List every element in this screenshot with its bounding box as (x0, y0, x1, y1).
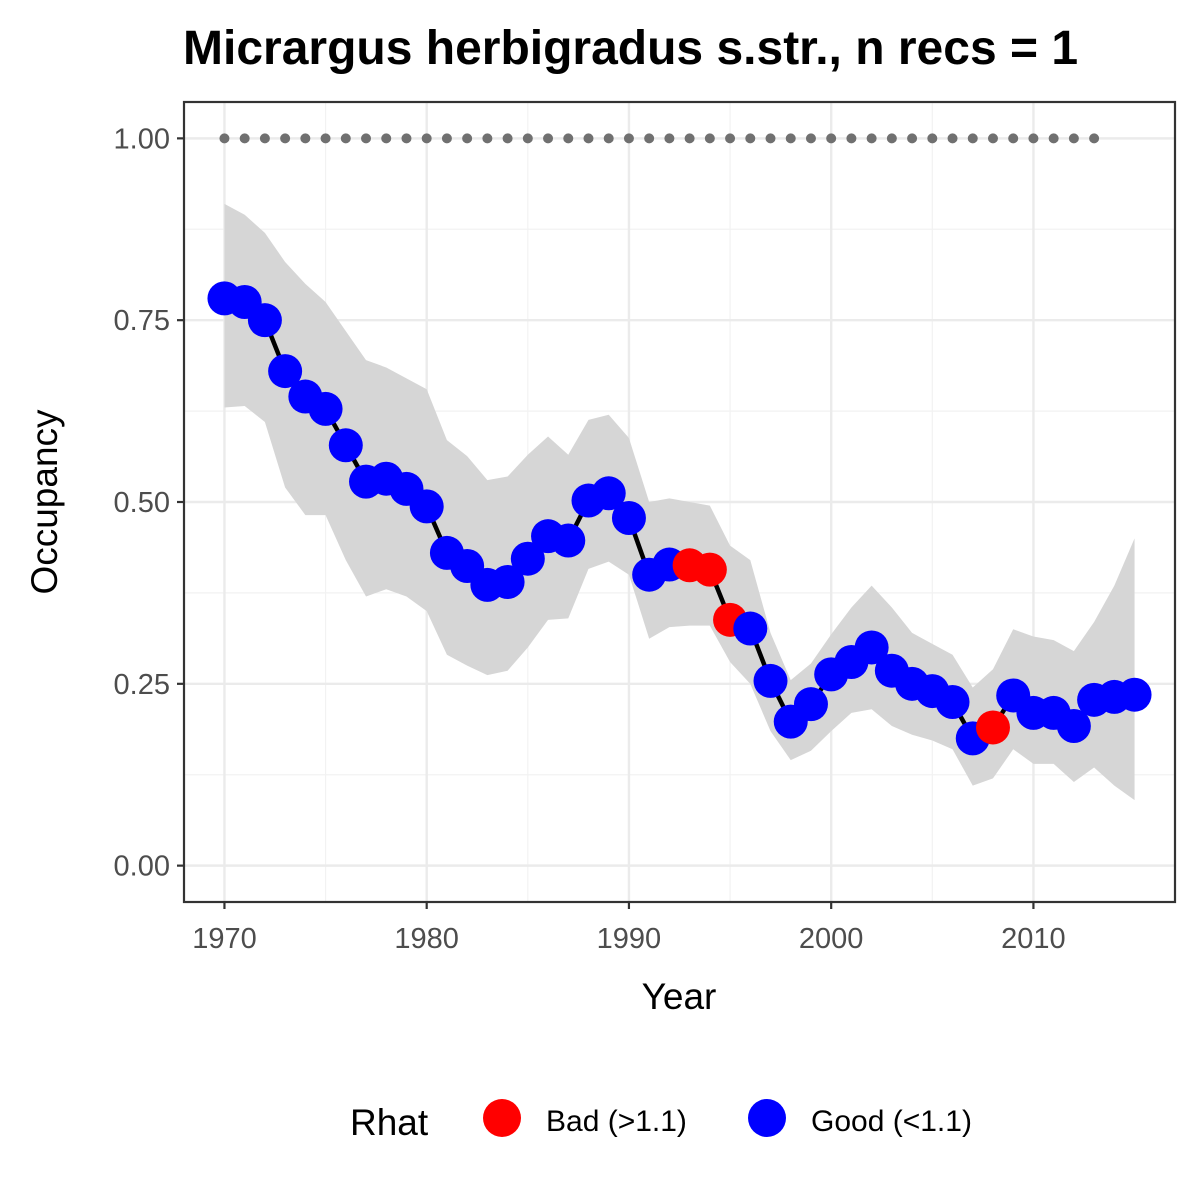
record-dot (765, 133, 776, 144)
record-dot (1089, 133, 1100, 144)
record-dot (462, 133, 473, 144)
record-dot (219, 133, 230, 144)
x-tick-label: 2010 (1001, 923, 1066, 955)
record-dot (401, 133, 412, 144)
x-tick-label: 1990 (597, 923, 662, 955)
record-dot (947, 133, 958, 144)
data-point-good (1056, 709, 1091, 743)
record-dot (1028, 133, 1039, 144)
y-tick-label: 0.50 (114, 487, 170, 519)
x-tick-label: 1980 (394, 923, 459, 955)
data-point-good (328, 428, 363, 463)
y-tick-label: 0.25 (114, 669, 170, 701)
y-axis-title: Occupancy (24, 409, 65, 595)
record-dot (684, 133, 695, 144)
data-point-good (551, 523, 586, 558)
data-point-bad (692, 552, 727, 587)
data-point-good (308, 391, 343, 426)
confidence-ribbon-layer (224, 203, 1135, 801)
record-dot (1008, 133, 1019, 144)
legend-title: Rhat (350, 1102, 429, 1143)
record-dot (967, 133, 978, 144)
data-point-good (591, 476, 626, 511)
record-dot (745, 133, 756, 144)
record-dot (907, 133, 918, 144)
record-dot (826, 133, 837, 144)
data-point-good (854, 630, 889, 665)
record-dot (927, 133, 938, 144)
record-dot (725, 133, 736, 144)
x-tick-label: 2000 (799, 923, 864, 955)
data-point-good (409, 489, 444, 524)
record-dot (987, 133, 998, 144)
record-dot (664, 133, 675, 144)
record-dot (603, 133, 614, 144)
y-axis: 0.00 0.25 0.50 0.75 1.00 (114, 123, 184, 883)
confidence-ribbon (224, 203, 1135, 801)
record-dot (502, 133, 513, 144)
legend: Rhat Bad (>1.1) Good (<1.1) (350, 1099, 972, 1143)
y-tick-label: 0.00 (114, 851, 170, 883)
data-points-layer (207, 281, 1152, 756)
record-dot (543, 133, 554, 144)
data-point-good (733, 611, 768, 646)
record-dot (421, 133, 432, 144)
legend-bad-marker (483, 1099, 521, 1137)
x-axis-title: Year (642, 976, 717, 1017)
record-dot (381, 133, 392, 144)
y-tick-label: 1.00 (114, 123, 170, 155)
record-dot (320, 133, 331, 144)
legend-bad-label: Bad (>1.1) (546, 1105, 687, 1138)
data-point-good (935, 685, 970, 719)
data-point-bad (975, 710, 1010, 745)
record-dot (239, 133, 250, 144)
record-dot (623, 133, 634, 144)
data-point-good (753, 663, 788, 698)
record-dot (805, 133, 816, 144)
record-dot (361, 133, 372, 144)
data-point-good (490, 565, 525, 599)
x-tick-label: 1970 (192, 923, 257, 955)
record-dot (563, 133, 574, 144)
data-point-good (247, 303, 282, 338)
chart-title: Micrargus herbigradus s.str., n recs = 1 (183, 22, 1078, 75)
record-dot (522, 133, 533, 144)
data-point-good (1117, 677, 1152, 712)
record-dot (441, 133, 452, 144)
record-dot (1048, 133, 1059, 144)
record-dot (785, 133, 796, 144)
record-dot (259, 133, 270, 144)
record-dots-layer (219, 133, 1100, 144)
record-dot (300, 133, 311, 144)
data-point-good (611, 501, 646, 535)
record-dot (704, 133, 715, 144)
record-dot (280, 133, 291, 144)
data-point-good (510, 541, 545, 576)
legend-good-marker (748, 1099, 786, 1137)
record-dot (482, 133, 493, 144)
x-axis: 1970 1980 1990 2000 2010 (192, 902, 1066, 955)
record-dot (644, 133, 655, 144)
y-tick-label: 0.75 (114, 305, 170, 337)
record-dot (846, 133, 857, 144)
record-dot (340, 133, 351, 144)
record-dot (866, 133, 877, 144)
data-point-good (268, 354, 303, 389)
record-dot (583, 133, 594, 144)
record-dot (886, 133, 897, 144)
record-dot (1068, 133, 1079, 144)
legend-good-label: Good (<1.1) (811, 1105, 972, 1138)
data-point-good (793, 687, 828, 722)
